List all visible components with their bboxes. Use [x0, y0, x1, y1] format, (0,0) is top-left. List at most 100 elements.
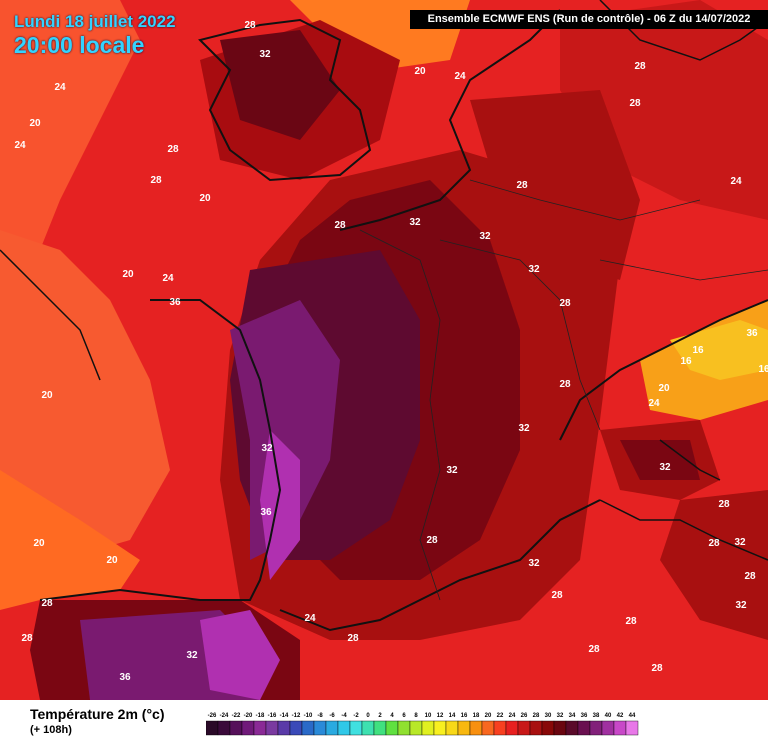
colorbar-swatch: [301, 720, 315, 736]
colorbar-swatch: [445, 720, 459, 736]
north-coastline: [339, 9, 561, 231]
colorbar-swatch: [277, 720, 291, 736]
alps-cooler-area: [670, 320, 768, 380]
colorbar-swatch: [625, 720, 639, 736]
colorbar-tick-label: 30: [545, 713, 552, 719]
isotherm-label: 28: [347, 633, 359, 644]
colorbar-swatch: [313, 720, 327, 736]
isotherm-label: 32: [446, 465, 458, 476]
isotherm-label: 28: [718, 499, 730, 510]
colorbar-tick-label: 8: [414, 713, 418, 719]
colorbar-swatch: [589, 720, 603, 736]
colorbar-swatch: [253, 720, 267, 736]
colorbar-swatch: [433, 720, 447, 736]
colorbar-swatch: [349, 720, 363, 736]
isotherm-label: 28: [744, 571, 756, 582]
isotherm-label: 24: [14, 140, 26, 151]
colorbar-swatch: [217, 720, 231, 736]
lead-time-label: (+ 108h): [30, 724, 72, 736]
colorbar-tick-label: 0: [366, 713, 370, 719]
isotherm-label: 28: [426, 535, 438, 546]
isotherm-label: 16: [680, 356, 692, 367]
colorbar-tick-label: -2: [353, 713, 359, 719]
colorbar-swatch: [469, 720, 483, 736]
colorbar-swatch: [421, 720, 435, 736]
border-france-east: [359, 229, 441, 601]
isotherm-label: 36: [169, 297, 181, 308]
atlantic-mild-area-2: [0, 230, 170, 560]
isotherm-label: 28: [629, 98, 641, 109]
isotherm-label: 28: [651, 663, 663, 674]
colorbar-tick-label: 38: [593, 713, 600, 719]
isotherm-label: 28: [625, 616, 637, 627]
colorbar-swatch: [613, 720, 627, 736]
colorbar-swatch: [601, 720, 615, 736]
alps-line: [559, 299, 768, 441]
colorbar-tick-label: 22: [497, 713, 504, 719]
colorbar-swatch: [517, 720, 531, 736]
colorbar-tick-label: -8: [317, 713, 323, 719]
colorbar-swatch: [361, 720, 375, 736]
isotherm-label: 28: [708, 538, 720, 549]
atlantic-coastline: [39, 299, 282, 601]
germany-hot-area: [470, 90, 640, 280]
isotherm-label: 24: [648, 398, 660, 409]
isotherm-label: 28: [21, 633, 33, 644]
colorbar-tick-label: 40: [605, 713, 612, 719]
colorbar-swatch: [397, 720, 411, 736]
colorbar-tick-label: 44: [629, 713, 636, 719]
colorbar-swatch: [373, 720, 387, 736]
isotherm-label: 28: [588, 644, 600, 655]
border-germany-south: [439, 239, 601, 431]
isotherm-label: 28: [559, 379, 571, 390]
colorbar-tick-label: -26: [208, 713, 217, 719]
colorbar-tick-label: -24: [220, 713, 229, 719]
isotherm-label: 24: [304, 613, 316, 624]
colorbar-tick-label: 16: [461, 713, 468, 719]
isotherm-label: 28: [334, 220, 346, 231]
isotherm-label: 20: [122, 269, 134, 280]
adriatic-coastline: [659, 439, 721, 481]
colorbar-swatch: [553, 720, 567, 736]
colorbar-swatch: [481, 720, 495, 736]
colorbar-swatch: [265, 720, 279, 736]
isotherm-label: 32: [735, 600, 747, 611]
isotherm-label: 32: [259, 49, 271, 60]
isotherm-label: 20: [414, 66, 426, 77]
colorbar-tick-label: 6: [402, 713, 406, 719]
isotherm-label: 28: [634, 61, 646, 72]
colorbar-swatch: [241, 720, 255, 736]
isotherm-label: 28: [41, 598, 53, 609]
forecast-time: 20:00 locale: [14, 32, 145, 58]
isotherm-label: 32: [409, 217, 421, 228]
colorbar-tick-label: 2: [378, 713, 382, 719]
colorbar-tick-label: 34: [569, 713, 576, 719]
isotherm-label: 20: [199, 193, 211, 204]
colorbar-tick-label: -12: [292, 713, 301, 719]
colorbar-tick-label: -10: [304, 713, 313, 719]
isotherm-label: 20: [33, 538, 45, 549]
colorbar-tick-label: 32: [557, 713, 564, 719]
variable-label: Température 2m (°c): [30, 706, 165, 722]
colorbar-swatch: [229, 720, 243, 736]
colorbar-swatch: [577, 720, 591, 736]
ireland-coastline: [0, 249, 101, 381]
isotherm-label: 16: [758, 364, 768, 375]
isotherm-label: 28: [167, 144, 179, 155]
colorbar-swatch: [325, 720, 339, 736]
spain-peak-bright: [200, 610, 280, 700]
colorbar-tick-label: -22: [232, 713, 241, 719]
isotherm-label: 32: [659, 462, 671, 473]
biscay-cool-area: [0, 470, 140, 610]
colorbar-tick-label: -14: [280, 713, 289, 719]
italy-hotter-area: [620, 440, 700, 480]
model-run-label: Ensemble ECMWF ENS (Run de contrôle) - 0…: [410, 10, 768, 29]
isotherm-label: 28: [551, 590, 563, 601]
atlantic-mild-area: [0, 0, 140, 320]
isotherm-label: 20: [106, 555, 118, 566]
isotherm-label: 20: [29, 118, 41, 129]
forecast-date: Lundi 18 juillet 2022: [14, 12, 176, 31]
colorbar-tick-label: -6: [329, 713, 335, 719]
isotherm-label: 24: [454, 71, 466, 82]
border-czech: [599, 259, 768, 281]
